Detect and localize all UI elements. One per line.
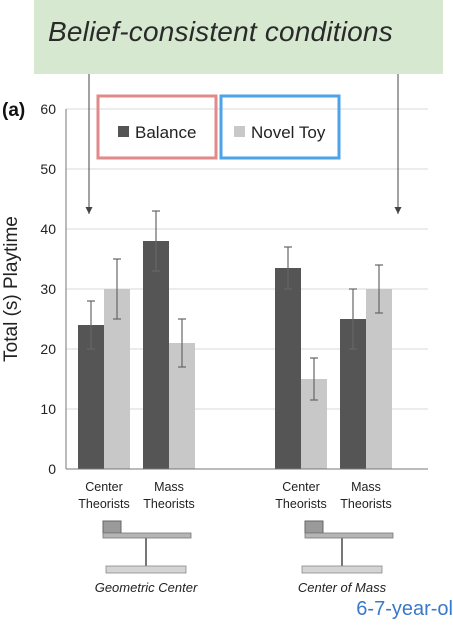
- y-tick-40: 40: [40, 221, 56, 237]
- category-label-0-0: Center: [85, 480, 123, 494]
- category-label-1-1: Theorists: [143, 497, 194, 511]
- y-tick-0: 0: [48, 461, 56, 477]
- bar-novel-toy-3: [366, 289, 392, 469]
- category-label-0-1: Theorists: [78, 497, 129, 511]
- legend-swatch-0: [118, 126, 129, 137]
- y-axis-label: Total (s) Playtime: [1, 216, 22, 362]
- legend-label-0: Balance: [135, 123, 196, 142]
- weight-block-0: [102, 520, 122, 534]
- balance-base-0: [105, 565, 187, 574]
- condition-banner: Belief-consistent conditions: [34, 0, 443, 74]
- panel-label: (a): [2, 100, 26, 121]
- legend: Balance Novel Toy: [96, 94, 341, 160]
- arrow-head-0: [85, 207, 93, 214]
- category-label-3-0: Mass: [351, 480, 381, 494]
- footer-caption: 6-7-year-ol: [356, 598, 453, 620]
- bars: [78, 241, 392, 469]
- y-tick-60: 60: [40, 101, 56, 117]
- y-tick-10: 10: [40, 401, 56, 417]
- y-tick-50: 50: [40, 161, 56, 177]
- legend-highlight-box-1: [219, 94, 341, 160]
- y-tick-labels: 0 10 20 30 40 50 60: [40, 101, 56, 477]
- legend-swatch-1: [234, 126, 245, 137]
- y-tick-30: 30: [40, 281, 56, 297]
- banner-text: Belief-consistent conditions: [48, 16, 393, 47]
- error-bars: [87, 210, 383, 401]
- y-tick-20: 20: [40, 341, 56, 357]
- balance-beam-1: [304, 532, 394, 539]
- category-label-1-0: Mass: [154, 480, 184, 494]
- balance-illustrations: Geometric Center Center of Mass: [95, 520, 394, 595]
- category-label-3-1: Theorists: [340, 497, 391, 511]
- arrow-head-1: [394, 207, 402, 214]
- weight-block-1: [304, 520, 324, 534]
- bar-balance-2: [275, 268, 301, 469]
- group-caption-0: Geometric Center: [95, 580, 198, 595]
- category-label-2-0: Center: [282, 480, 320, 494]
- legend-highlight-box-0: [96, 94, 218, 160]
- axes: [65, 109, 428, 470]
- legend-label-1: Novel Toy: [251, 123, 326, 142]
- balance-beam-0: [102, 532, 192, 539]
- annotation-arrows: [85, 74, 402, 214]
- bar-balance-1: [143, 241, 169, 469]
- balance-base-1: [301, 565, 383, 574]
- category-label-2-1: Theorists: [275, 497, 326, 511]
- group-caption-1: Center of Mass: [298, 580, 387, 595]
- category-labels: Center Theorists Mass Theorists Center Theori…: [78, 480, 391, 511]
